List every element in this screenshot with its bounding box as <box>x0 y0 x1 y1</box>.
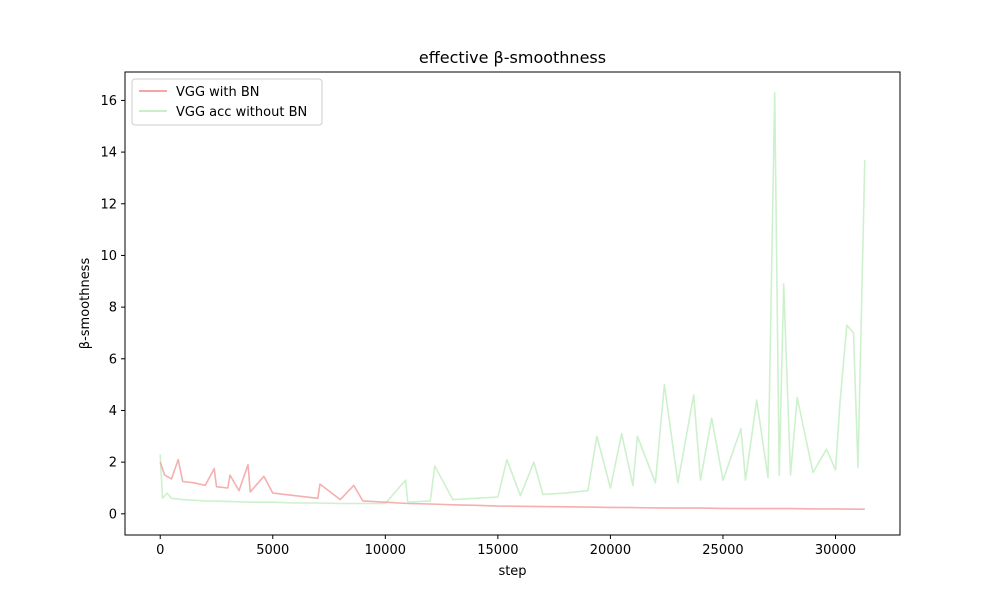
x-axis: 0 5000 10000 15000 20000 25000 30000 <box>156 535 856 558</box>
legend-label-vgg-acc-without-bn: VGG acc without BN <box>176 105 307 120</box>
y-tick-label: 12 <box>100 197 117 212</box>
y-axis: 0 2 4 6 8 10 12 14 16 <box>100 94 125 522</box>
x-axis-label: step <box>498 564 526 579</box>
series-line-vgg-with-bn <box>159 458 865 511</box>
chart-title: effective β-smoothness <box>419 48 606 67</box>
legend-label-vgg-with-bn: VGG with BN <box>176 85 260 100</box>
plot-frame <box>124 71 901 536</box>
y-axis-label: β-smoothness <box>78 258 93 350</box>
legend-box <box>131 78 323 126</box>
x-tick-label: 25000 <box>702 543 743 558</box>
x-tick-label: 10000 <box>365 543 406 558</box>
y-tick-label: 16 <box>100 94 117 109</box>
x-tick-label: 15000 <box>477 543 518 558</box>
x-tick-label: 0 <box>156 543 164 558</box>
y-tick-label: 6 <box>109 352 117 367</box>
series-line-vgg-acc-without-bn <box>159 91 866 505</box>
series-layer <box>159 91 866 511</box>
y-tick-label: 4 <box>109 404 117 419</box>
y-tick-label: 10 <box>100 249 117 264</box>
y-tick-label: 14 <box>100 146 117 161</box>
x-tick-label: 5000 <box>256 543 289 558</box>
y-tick-label: 2 <box>109 456 117 471</box>
x-tick-label: 30000 <box>815 543 856 558</box>
legend: VGG with BN VGG acc without BN <box>131 78 323 126</box>
x-tick-label: 20000 <box>590 543 631 558</box>
y-tick-label: 8 <box>109 301 117 316</box>
y-tick-label: 0 <box>109 507 117 522</box>
